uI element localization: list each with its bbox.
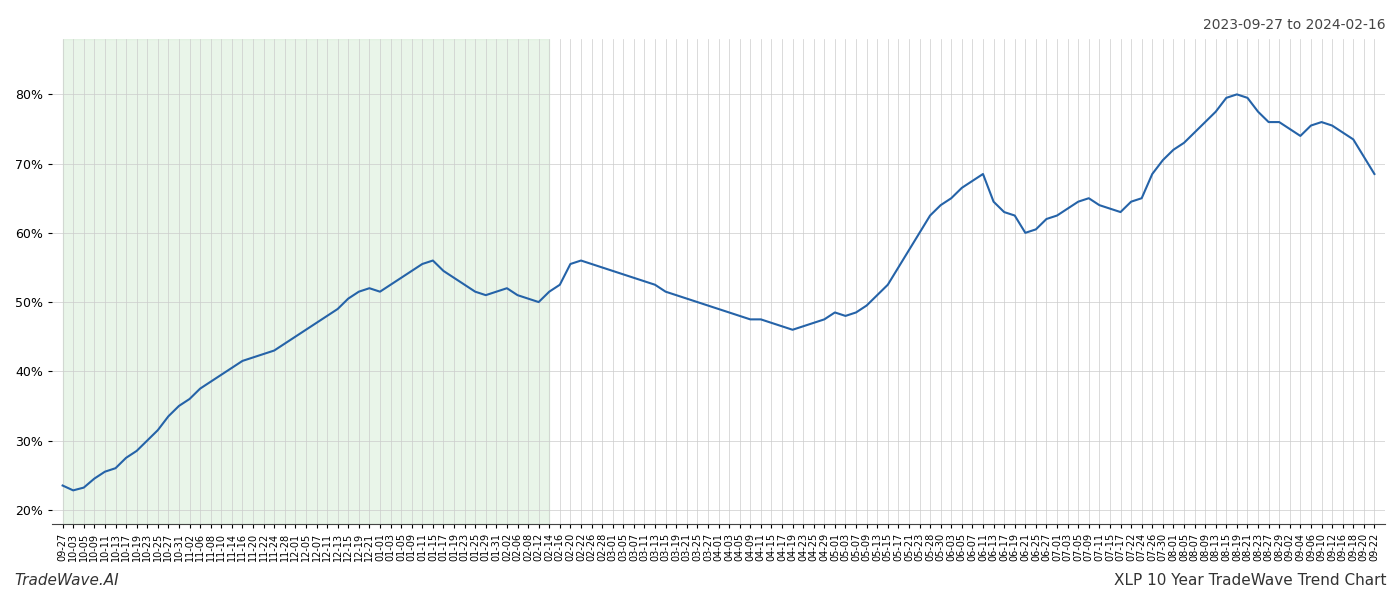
Bar <box>63 39 549 524</box>
Text: 2023-09-27 to 2024-02-16: 2023-09-27 to 2024-02-16 <box>1204 18 1386 32</box>
Text: XLP 10 Year TradeWave Trend Chart: XLP 10 Year TradeWave Trend Chart <box>1113 573 1386 588</box>
Text: TradeWave.AI: TradeWave.AI <box>14 573 119 588</box>
